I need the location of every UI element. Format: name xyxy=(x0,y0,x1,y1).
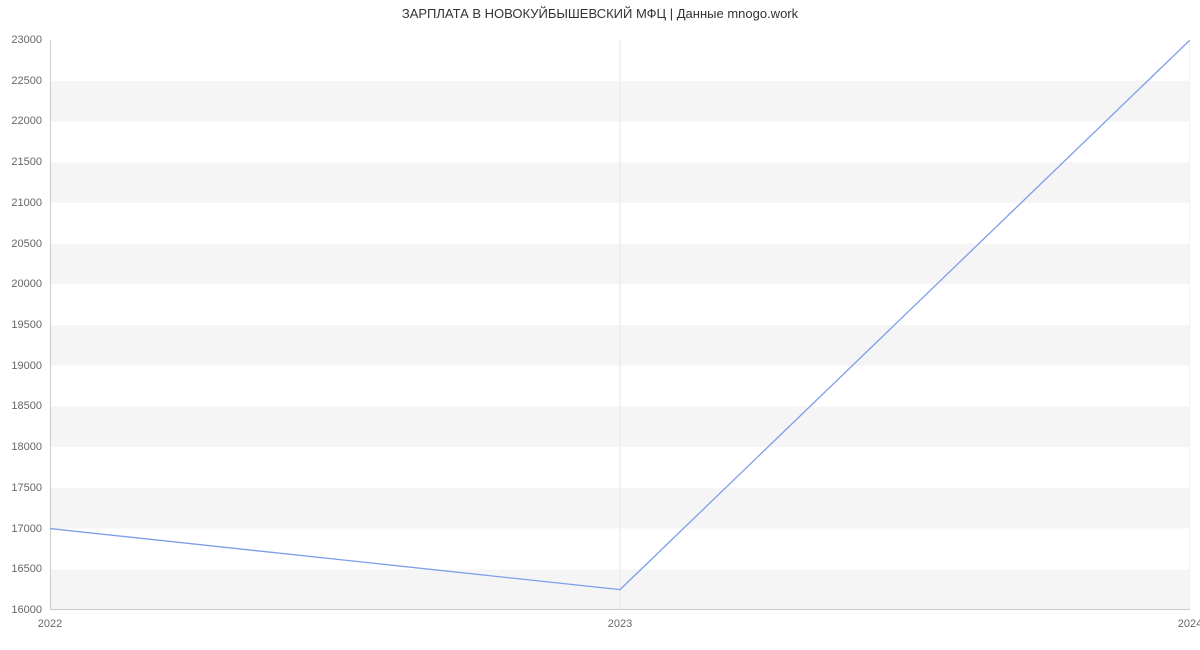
y-tick-label: 21000 xyxy=(11,197,50,209)
y-tick-label: 18000 xyxy=(11,441,50,453)
y-tick-label: 19500 xyxy=(11,319,50,331)
x-tick-label: 2023 xyxy=(608,610,632,630)
y-tick-label: 22000 xyxy=(11,115,50,127)
chart-title: ЗАРПЛАТА В НОВОКУЙБЫШЕВСКИЙ МФЦ | Данные… xyxy=(0,6,1200,21)
y-tick-label: 16500 xyxy=(11,563,50,575)
x-tick-label: 2022 xyxy=(38,610,62,630)
y-tick-label: 22500 xyxy=(11,75,50,87)
y-tick-label: 17000 xyxy=(11,523,50,535)
line-chart: ЗАРПЛАТА В НОВОКУЙБЫШЕВСКИЙ МФЦ | Данные… xyxy=(0,0,1200,650)
x-tick-label: 2024 xyxy=(1178,610,1200,630)
y-tick-label: 18500 xyxy=(11,400,50,412)
y-tick-label: 20000 xyxy=(11,278,50,290)
plot-area: 1600016500170001750018000185001900019500… xyxy=(50,40,1190,610)
y-tick-label: 20500 xyxy=(11,238,50,250)
chart-svg xyxy=(50,40,1190,610)
y-tick-label: 23000 xyxy=(11,34,50,46)
y-tick-label: 19000 xyxy=(11,360,50,372)
y-tick-label: 17500 xyxy=(11,482,50,494)
y-tick-label: 21500 xyxy=(11,156,50,168)
